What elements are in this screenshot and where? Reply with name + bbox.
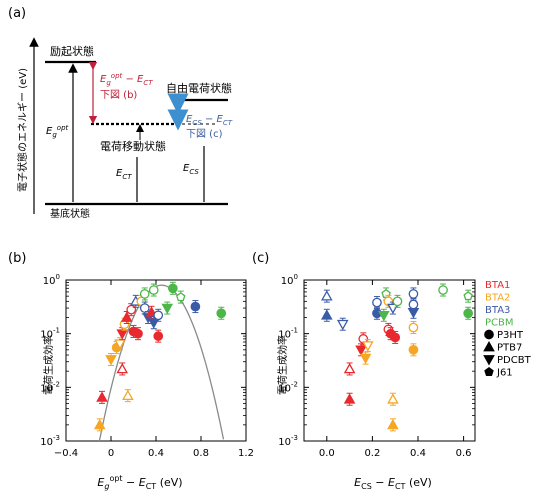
chart-b-data-point	[133, 328, 143, 339]
chart-b-data-point	[120, 311, 133, 322]
chart-c-data-point	[343, 393, 356, 404]
chart-b-data-point	[116, 362, 129, 374]
eg-opt-label: Egopt	[46, 124, 69, 139]
free-charge-label: 自由電荷状態	[166, 81, 232, 95]
chart-b-xlabel: Egopt − ECT (eV)	[97, 474, 182, 491]
chart-c-data-point	[463, 308, 474, 319]
chart-c-xtick-label: 0.0	[319, 448, 335, 459]
legend-marker-circle	[484, 329, 494, 340]
legend-marker-triangle-up	[483, 340, 495, 352]
chart-c-data-point	[320, 309, 333, 320]
chart-b-ylabel: 電荷生成効率	[42, 335, 55, 395]
legend-acceptor-bta1: BTA1	[485, 280, 510, 291]
chart-c-data-point	[387, 393, 399, 404]
gap-b-ref: 下図 (b)	[100, 89, 137, 101]
panel-label-c: (c)	[252, 251, 269, 266]
gap-c-ref: 下図 (c)	[186, 128, 223, 140]
chart-b-data-point	[96, 391, 108, 402]
chart-c-data-point	[381, 288, 391, 298]
ground-state-label: 基底状態	[50, 207, 90, 220]
chart-b-data-point	[93, 418, 106, 430]
chart-c: (c) 電荷生成効率 10-3 10-2 10-1 100 0.0 0.2 0.4 0.6 E…	[252, 251, 476, 491]
ect-label: ECT	[116, 168, 132, 181]
chart-c-plot-frame	[303, 279, 476, 442]
chart-b-xtick-label: 0.8	[193, 448, 209, 459]
chart-b-data-point	[216, 308, 227, 319]
chart-c-data-point	[408, 322, 419, 333]
chart-b-data-point	[126, 304, 137, 315]
chart-c-data-point	[320, 290, 333, 301]
chart-c-data-point	[372, 297, 382, 308]
legend-acceptor-pcbm: PCBM	[485, 318, 514, 329]
chart-c-xtick-label: 0.6	[456, 448, 472, 459]
legend-donor-p3ht: P3HT	[497, 330, 524, 341]
chart-c-data-point	[336, 319, 349, 331]
energy-axis-label: 電子状態のエネルギー (eV)	[16, 68, 29, 192]
legend-marker-pentagon	[484, 366, 494, 377]
chart-b-ytick-label: 10-2	[40, 380, 60, 394]
gap-c-label: ECS − ECT	[186, 114, 233, 127]
ecs-label: ECS	[183, 163, 199, 176]
chart-b-data-point	[153, 331, 164, 341]
chart-b-xtick-label: 0.4	[148, 448, 164, 459]
chart-c-data-point	[377, 310, 390, 322]
chart-b-data-point	[148, 285, 159, 295]
legend-acceptor-bta2: BTA2	[485, 293, 510, 304]
chart-c-data-point	[362, 341, 374, 352]
chart-b-data-point	[190, 301, 201, 312]
legend-donor-j61: J61	[496, 368, 513, 379]
legend-donor-ptb7: PTB7	[497, 343, 522, 354]
chart-c-data-point	[408, 299, 419, 310]
chart-c-ytick-label: 100	[281, 273, 298, 287]
chart-c-data-point	[355, 345, 367, 356]
chart-b-ytick-label: 100	[43, 273, 60, 287]
chart-c-data-point	[387, 418, 399, 430]
chart-c-ylabel: 電荷生成効率	[276, 335, 289, 395]
legend-donor-pdcbt: PDCBT	[497, 355, 532, 366]
chart-c-ytick-label: 10-3	[278, 434, 298, 448]
chart-b: (b) 電荷生成効率 10-3 10-2 10-1 100 −0.4 0 0.4 0.8 1.2…	[8, 251, 254, 491]
chart-c-xtick-label: 0.2	[364, 448, 380, 459]
ct-state-label: 電荷移動状態	[100, 139, 166, 153]
chart-c-data-point	[408, 344, 419, 355]
chart-b-data-point	[122, 389, 134, 400]
energy-diagram: (a) 電子状態のエネルギー (eV) 基底状態 励起状態 Egopt 電荷移動…	[8, 6, 233, 220]
excited-state-label: 励起状態	[50, 44, 94, 58]
panel-label-a: (a)	[8, 6, 26, 21]
chart-b-ytick-label: 10-1	[40, 327, 60, 341]
chart-b-data-point	[139, 289, 150, 299]
legend-marker-triangle-down	[483, 355, 495, 366]
chart-b-ytick-label: 10-3	[40, 434, 60, 448]
chart-b-data-point	[168, 283, 178, 294]
chart-c-data-point	[408, 289, 419, 299]
panel-label-b: (b)	[8, 251, 26, 266]
chart-c-data-point	[463, 291, 473, 301]
chart-b-xtick-label: −0.4	[54, 448, 78, 459]
chart-b-data-point	[105, 355, 117, 366]
chart-b-data-point	[175, 292, 186, 302]
chart-c-data-point	[390, 332, 401, 343]
chart-c-xlabel: ECS − ECT (eV)	[354, 476, 432, 491]
chart-c-ytick-label: 10-2	[278, 380, 298, 394]
chart-b-data-point	[153, 310, 164, 321]
chart-b-fit-curve	[98, 284, 225, 442]
chart-b-xtick-label: 1.2	[238, 448, 254, 459]
chart-b-data-point	[161, 303, 174, 315]
chart-c-data-point	[359, 353, 372, 365]
chart-c-data-point	[392, 296, 403, 307]
chart-c-data-point	[387, 303, 399, 315]
chart-c-data-point	[438, 285, 448, 295]
chart-c-data-point	[343, 362, 356, 374]
legend-acceptor-bta3: BTA3	[485, 305, 510, 316]
gap-b-label: Egopt − ECT	[100, 72, 153, 87]
chart-c-xtick-label: 0.4	[410, 448, 426, 459]
chart-b-data-point	[139, 303, 150, 313]
chart-c-ytick-label: 10-1	[278, 327, 298, 341]
chart-b-xtick-label: 0	[108, 448, 114, 459]
